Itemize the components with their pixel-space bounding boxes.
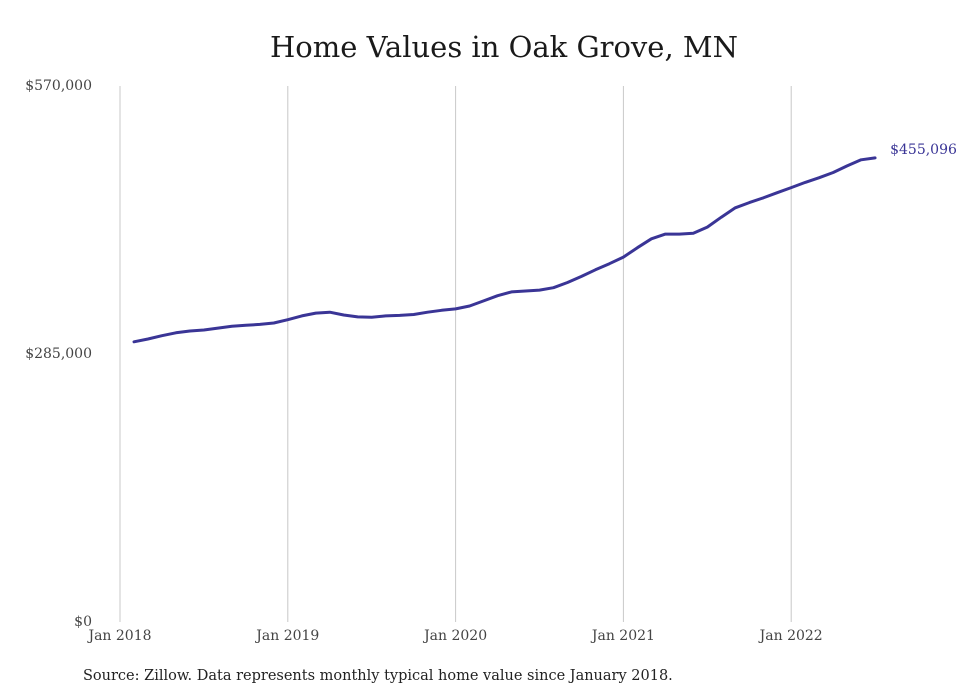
gridlines [119, 86, 792, 622]
y-tick-label: $0 [74, 614, 92, 630]
x-tick-label: Jan 2018 [86, 628, 151, 644]
x-tick-label: Jan 2019 [254, 628, 319, 644]
end-value-label: $455,096 [890, 142, 957, 158]
source-note: Source: Zillow. Data represents monthly … [83, 668, 673, 684]
chart-title: Home Values in Oak Grove, MN [270, 30, 738, 64]
x-tick-label: Jan 2022 [758, 628, 823, 644]
x-tick-label: Jan 2020 [422, 628, 487, 644]
x-axis-ticks: Jan 2018 Jan 2019 Jan 2020 Jan 2021 Jan 2022 [86, 628, 822, 644]
series-line [132, 156, 877, 344]
y-axis-ticks: $570,000 $285,000 $0 [25, 78, 92, 630]
x-tick-label: Jan 2021 [590, 628, 655, 644]
y-tick-label: $570,000 [25, 78, 92, 94]
y-tick-label: $285,000 [25, 346, 92, 362]
line-chart: Jan 2018 Jan 2019 Jan 2020 Jan 2021 Jan 2022… [25, 78, 957, 644]
